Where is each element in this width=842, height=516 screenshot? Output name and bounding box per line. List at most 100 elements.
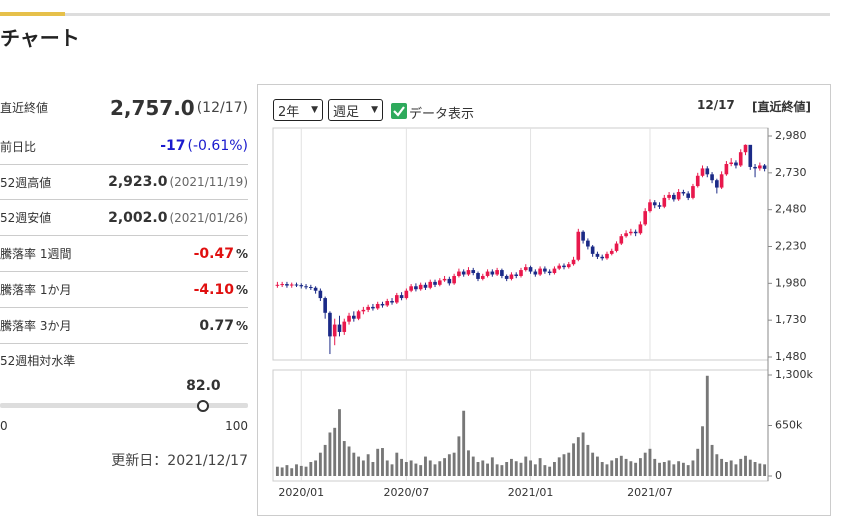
summary-row: 52週高値 2,923.0 (2021/11/19) [0,165,248,200]
volume-bar [557,457,561,476]
volume-bar [734,464,738,476]
candle-body [380,303,385,306]
volume-bar [457,436,461,476]
candle-body [500,270,504,276]
volume-bar [672,464,676,476]
volume-bar [280,467,284,476]
candle-body [581,231,585,241]
level-max: 100 [225,419,248,433]
candle-body [309,287,313,289]
candle-body [619,236,624,244]
toggle-checkbox[interactable] [391,103,407,119]
candle-body [347,315,351,322]
volume-bar [710,444,714,476]
volume-bar [381,448,384,476]
candle-body [743,144,748,153]
candle-body [657,205,662,207]
candle-body [609,250,614,254]
y-tick-label: 2,480 [775,203,807,216]
level-marker [197,400,210,412]
summary-row: 直近終値 2,757.0 (12/17) [0,88,248,127]
candle-body [437,280,442,285]
candle-body [557,265,562,269]
candle-body [342,321,347,332]
candle-body [715,180,719,188]
candle-body [452,275,456,284]
candle-body [289,284,294,286]
chart-date: 12/17 [697,98,735,112]
candle-body [691,186,695,198]
volume-bar [605,464,609,476]
volume-bar [553,462,556,476]
volume-bar [323,444,327,476]
candle-body [428,281,433,288]
candle-body [662,197,667,207]
chevron: ▼ [371,105,378,115]
interval-select[interactable]: 週足 ▼ [328,99,383,121]
candle-body [318,290,323,299]
volume-bar [529,460,532,476]
row-label: 騰落率 1か月 [0,283,72,297]
candle-body [385,301,390,306]
candle-body [576,231,581,260]
volume-bar [438,461,442,476]
volume-bar [347,446,351,476]
toggle-label[interactable]: データ表示 [409,107,475,122]
volume-bar [720,458,724,476]
candle-body [509,274,514,279]
row-label: 騰落率 1週間 [0,247,72,261]
summary-row: 前日比 -17 (-0.61%) [0,128,248,165]
volume-bar [744,455,747,476]
row-note: % [235,246,248,261]
candle-body [471,270,476,274]
volume-bar [462,410,466,476]
volume-bar [342,441,346,476]
volume-bar [400,458,404,476]
row-value: 0.77 [199,317,234,334]
candle-body [399,295,404,299]
volume-bar [495,464,499,476]
volume-bar [443,458,447,476]
volume-bar [314,460,318,476]
volume-bar [638,458,642,476]
candle-body [285,284,289,286]
candle-body [495,270,499,275]
row-label: 直近終値 [0,101,49,115]
candle-body [538,268,542,275]
volume-bar [548,466,552,476]
row-note: (2021/01/26) [169,210,248,225]
price-panel [272,127,769,361]
title-accent [0,12,65,16]
candle-body [676,191,681,200]
volume-bar [428,460,432,476]
volume-bar [424,456,427,476]
volume-bar [318,452,322,476]
volume-bar [505,462,509,476]
period-select[interactable]: 2年 ▼ [273,99,323,121]
candle-body [371,306,375,309]
candle-body [648,202,652,212]
volume-bar [409,460,413,476]
candle-body [729,162,733,164]
candle-body [457,271,461,276]
candle-body [332,324,337,337]
candle-body [294,284,299,286]
volume-bar [295,464,298,476]
candle-body [466,270,471,275]
volume-bar [643,452,647,476]
x-tick-label: 2020/01 [278,486,324,499]
candle-body [476,273,480,279]
candle-body [590,246,595,254]
candle-body [686,193,690,198]
volume-bar [729,460,733,476]
volume-bar [629,461,633,476]
row-label: 騰落率 3か月 [0,319,72,333]
summary-row: 騰落率 1週間 -0.47% [0,236,248,272]
volume-bar [333,427,337,476]
candle-body [275,284,280,286]
candle-body [748,144,753,167]
chart-basis: [直近終値] [752,100,811,114]
candle-body [480,275,485,279]
candle-body [719,174,724,188]
volume-bar [753,462,757,476]
